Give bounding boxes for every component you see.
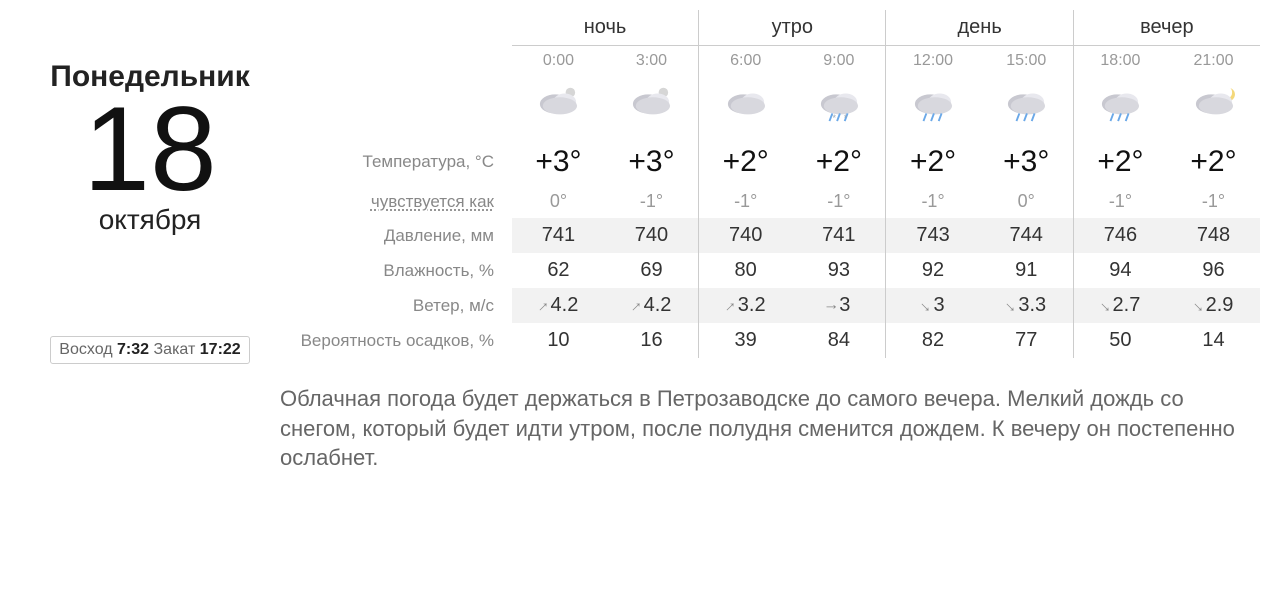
period-night: ночь <box>512 10 699 46</box>
humidity-value: 69 <box>605 253 699 288</box>
time-cell: 0:00 <box>512 46 605 73</box>
wind-value: ↑2.9 <box>1167 288 1260 323</box>
time-cell: 18:00 <box>1073 46 1167 73</box>
feels-value: -1° <box>1073 185 1167 218</box>
weather-icon <box>886 72 980 139</box>
weather-icon <box>512 72 605 139</box>
feels-value: -1° <box>605 185 699 218</box>
precip-value: 84 <box>792 323 886 358</box>
wind-value: ↑2.7 <box>1073 288 1167 323</box>
row-label-feels: чувствуется как <box>290 185 512 218</box>
forecast-table: ночь утро день вечер 0:00 3:00 6:00 9:00… <box>290 0 1280 364</box>
feels-value: -1° <box>886 185 980 218</box>
wind-value: ↑3 <box>886 288 980 323</box>
humidity-value: 92 <box>886 253 980 288</box>
wind-value: ↑3 <box>792 288 886 323</box>
feels-value: 0° <box>512 185 605 218</box>
weather-icon <box>699 72 793 139</box>
time-cell: 9:00 <box>792 46 886 73</box>
row-label-humidity: Влажность, % <box>290 253 512 288</box>
wind-value: ↑4.2 <box>512 288 605 323</box>
sunrise-sunset: Восход 7:32 Закат 17:22 <box>50 336 249 364</box>
row-label-temp: Температура, °C <box>290 139 512 185</box>
row-label-precip: Вероятность осадков, % <box>290 323 512 358</box>
temp-value: +3° <box>512 139 605 185</box>
row-label-wind: Ветер, м/с <box>290 288 512 323</box>
forecast-summary: Облачная погода будет держаться в Петроз… <box>0 364 1280 493</box>
humidity-value: 96 <box>1167 253 1260 288</box>
humidity-value: 94 <box>1073 253 1167 288</box>
wind-arrow-icon: ↑ <box>1188 298 1206 316</box>
wind-arrow-icon: ↑ <box>1001 298 1019 316</box>
precip-value: 10 <box>512 323 605 358</box>
date-panel: Понедельник 18 октября Восход 7:32 Закат… <box>0 0 290 364</box>
time-cell: 15:00 <box>980 46 1074 73</box>
wind-arrow-icon: ↑ <box>626 298 644 316</box>
pressure-value: 744 <box>980 218 1074 253</box>
temp-value: +3° <box>605 139 699 185</box>
wind-value: ↑3.3 <box>980 288 1074 323</box>
weather-icon: ** <box>792 72 886 139</box>
precip-value: 50 <box>1073 323 1167 358</box>
temp-value: +2° <box>1073 139 1167 185</box>
weather-icon <box>605 72 699 139</box>
wind-arrow-icon: ↑ <box>533 298 551 316</box>
temp-value: +2° <box>886 139 980 185</box>
feels-value: -1° <box>699 185 793 218</box>
pressure-value: 740 <box>699 218 793 253</box>
precip-value: 16 <box>605 323 699 358</box>
wind-arrow-icon: ↑ <box>822 303 840 311</box>
feels-value: -1° <box>1167 185 1260 218</box>
temp-value: +2° <box>792 139 886 185</box>
pressure-value: 740 <box>605 218 699 253</box>
pressure-value: 741 <box>792 218 886 253</box>
weather-icon <box>1073 72 1167 139</box>
pressure-value: 741 <box>512 218 605 253</box>
precip-value: 77 <box>980 323 1074 358</box>
wind-value: ↑4.2 <box>605 288 699 323</box>
humidity-value: 93 <box>792 253 886 288</box>
svg-text:*: * <box>832 113 836 123</box>
time-cell: 21:00 <box>1167 46 1260 73</box>
precip-value: 39 <box>699 323 793 358</box>
period-day: день <box>886 10 1073 46</box>
precip-value: 82 <box>886 323 980 358</box>
svg-text:*: * <box>844 113 848 123</box>
day-number: 18 <box>20 89 280 209</box>
time-cell: 3:00 <box>605 46 699 73</box>
row-label-pressure: Давление, мм <box>290 218 512 253</box>
pressure-value: 746 <box>1073 218 1167 253</box>
wind-arrow-icon: ↑ <box>721 298 739 316</box>
temp-value: +2° <box>1167 139 1260 185</box>
temp-value: +3° <box>980 139 1074 185</box>
wind-arrow-icon: ↑ <box>916 298 934 316</box>
time-cell: 6:00 <box>699 46 793 73</box>
pressure-value: 743 <box>886 218 980 253</box>
month: октября <box>20 204 280 236</box>
temp-value: +2° <box>699 139 793 185</box>
wind-value: ↑3.2 <box>699 288 793 323</box>
period-evening: вечер <box>1073 10 1260 46</box>
precip-value: 14 <box>1167 323 1260 358</box>
feels-value: -1° <box>792 185 886 218</box>
period-morning: утро <box>699 10 886 46</box>
humidity-value: 91 <box>980 253 1074 288</box>
feels-value: 0° <box>980 185 1074 218</box>
weather-icon <box>980 72 1074 139</box>
time-cell: 12:00 <box>886 46 980 73</box>
pressure-value: 748 <box>1167 218 1260 253</box>
weather-icon <box>1167 72 1260 139</box>
humidity-value: 62 <box>512 253 605 288</box>
humidity-value: 80 <box>699 253 793 288</box>
wind-arrow-icon: ↑ <box>1095 298 1113 316</box>
